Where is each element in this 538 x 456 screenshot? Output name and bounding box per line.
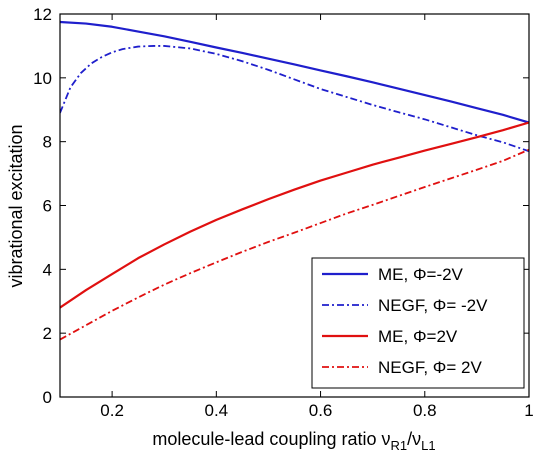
y-tick-label: 0 (43, 388, 52, 407)
y-tick-label: 2 (43, 324, 52, 343)
y-tick-label: 10 (33, 69, 52, 88)
x-tick-label: 0.2 (100, 401, 124, 420)
series-line-negf-2v (60, 148, 529, 341)
y-tick-label: 12 (33, 5, 52, 24)
y-tick-label: 6 (43, 197, 52, 216)
series-line-negf-2v (60, 45, 529, 153)
x-tick-label: 0.4 (205, 401, 229, 420)
x-axis-label-main: molecule-lead coupling ratio ν (152, 429, 390, 449)
x-tick-label: 0.6 (309, 401, 333, 420)
legend-label: NEGF, Φ= -2V (378, 296, 488, 315)
legend: ME, Φ=-2V NEGF, Φ= -2V ME, Φ=2V NEGF, Φ= 2V (311, 257, 525, 389)
legend-label: NEGF, Φ= 2V (378, 358, 482, 377)
y-tick-label: 8 (43, 133, 52, 152)
legend-label: ME, Φ=2V (378, 327, 458, 346)
legend-items: ME, Φ=-2V NEGF, Φ= -2V ME, Φ=2V NEGF, Φ= 2V (322, 265, 488, 377)
x-axis-label-sub2: L1 (421, 438, 435, 453)
legend-label: ME, Φ=-2V (378, 265, 464, 284)
series-line-me-2v (60, 20, 529, 124)
x-tick-label: 0.8 (413, 401, 437, 420)
y-tick-label: 4 (43, 260, 52, 279)
series-line-me-2v (60, 121, 529, 309)
x-axis-label: molecule-lead coupling ratio νR1/νL1 (152, 429, 435, 453)
x-tick-label: 1 (524, 401, 533, 420)
y-axis-label: vibrational excitation (6, 124, 26, 287)
plot-frame (59, 13, 530, 398)
series-group (60, 20, 529, 341)
x-axis-label-sub1: R1 (391, 438, 408, 453)
x-axis-label-slash: /ν (407, 429, 421, 449)
legend-box (311, 257, 525, 389)
